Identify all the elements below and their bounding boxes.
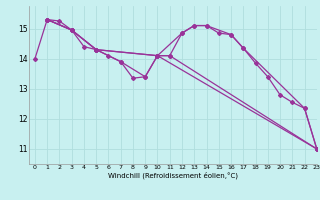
X-axis label: Windchill (Refroidissement éolien,°C): Windchill (Refroidissement éolien,°C)	[108, 172, 238, 179]
